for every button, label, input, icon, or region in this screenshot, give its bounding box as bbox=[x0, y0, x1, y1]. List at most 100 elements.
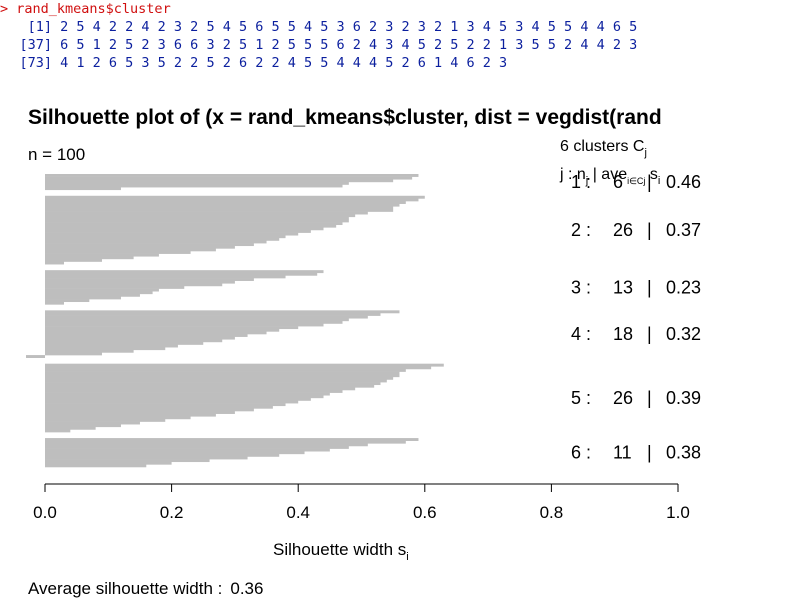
silhouette-bar bbox=[45, 296, 121, 300]
silhouette-bar bbox=[45, 379, 387, 383]
cluster-separator: | bbox=[647, 277, 652, 297]
silhouette-bar bbox=[45, 272, 318, 276]
silhouette-bar bbox=[45, 347, 166, 351]
console-command-line[interactable]: > rand_kmeans$cluster bbox=[0, 0, 171, 18]
silhouette-bar bbox=[45, 229, 311, 233]
silhouette-bar bbox=[45, 285, 185, 289]
silhouette-bar bbox=[45, 256, 134, 260]
silhouette-bar bbox=[26, 355, 45, 358]
legend-column-header: j : nj | avei∈Cj si bbox=[559, 166, 660, 187]
silhouette-bar bbox=[45, 451, 305, 455]
silhouette-bar bbox=[45, 278, 254, 281]
cluster-size: 6 bbox=[613, 172, 623, 192]
cluster-average: 0.39 bbox=[666, 388, 701, 408]
silhouette-bar bbox=[45, 315, 368, 319]
legend-header: 6 clusters Cj bbox=[560, 138, 647, 159]
silhouette-bar bbox=[45, 382, 381, 386]
cluster-label: 3 : bbox=[571, 277, 591, 297]
silhouette-bar bbox=[45, 426, 96, 430]
cluster-labels-group: 1 : 6 | 0.46 2 : 26 | 0.37 3 : 13 | 0.23 4 : 18 | 0.32 5… bbox=[571, 172, 701, 463]
silhouette-bar bbox=[45, 352, 102, 356]
cluster-label: 4 : bbox=[571, 324, 591, 344]
silhouette-bar bbox=[45, 291, 153, 295]
x-tick-label: 0.8 bbox=[540, 503, 564, 522]
average-silhouette-label: Average silhouette width : bbox=[28, 579, 222, 598]
cluster-separator: | bbox=[647, 172, 652, 192]
chart-title: Silhouette plot of (x = rand_kmeans$clus… bbox=[28, 106, 662, 129]
legend-col-header-sub2: i∈Cj bbox=[627, 176, 645, 186]
silhouette-bar bbox=[45, 261, 64, 265]
n-label: n = 100 bbox=[28, 145, 85, 164]
silhouette-bar bbox=[45, 408, 254, 412]
silhouette-bar bbox=[45, 418, 166, 422]
silhouette-bar bbox=[45, 258, 102, 262]
silhouette-bar bbox=[45, 344, 178, 348]
silhouette-bar bbox=[45, 349, 134, 353]
silhouette-bar bbox=[45, 387, 356, 391]
cluster-separator: | bbox=[647, 388, 652, 408]
silhouette-bar bbox=[45, 397, 311, 401]
silhouette-bar bbox=[45, 184, 343, 188]
silhouette-bar bbox=[45, 201, 406, 204]
legend-col-header-end: s bbox=[645, 166, 657, 183]
cluster-average: 0.32 bbox=[666, 324, 701, 344]
silhouette-bar bbox=[45, 323, 324, 327]
silhouette-bar bbox=[45, 312, 381, 316]
cluster-average: 0.46 bbox=[666, 172, 701, 192]
silhouette-bar bbox=[45, 224, 337, 228]
silhouette-bar bbox=[45, 251, 191, 254]
silhouette-bar bbox=[45, 459, 210, 463]
silhouette-bar bbox=[45, 326, 299, 330]
silhouette-bar bbox=[45, 339, 223, 343]
silhouette-bar bbox=[45, 240, 267, 244]
silhouette-bar bbox=[45, 334, 248, 337]
cluster-size: 11 bbox=[613, 443, 632, 463]
silhouette-bar bbox=[45, 248, 216, 252]
silhouette-bar bbox=[45, 424, 121, 428]
average-silhouette: Average silhouette width : 0.36 bbox=[28, 579, 263, 598]
silhouette-bar bbox=[45, 187, 121, 191]
silhouette-bar bbox=[45, 179, 394, 183]
bars-group bbox=[26, 174, 444, 468]
cluster-average: 0.38 bbox=[666, 443, 701, 463]
cluster-legend-row: 2 : 26 | 0.37 bbox=[571, 220, 701, 240]
silhouette-bar bbox=[45, 293, 140, 297]
silhouette-bar bbox=[45, 421, 140, 425]
silhouette-bar bbox=[45, 403, 286, 407]
silhouette-bar bbox=[45, 275, 286, 279]
console-output-line: [73] 4 1 2 6 5 3 5 2 2 5 2 6 2 2 4 5 5 4… bbox=[0, 54, 507, 72]
silhouette-bar bbox=[45, 232, 299, 236]
console-output-line: [1] 2 5 4 2 2 4 2 3 2 5 4 5 6 5 5 4 5 3 … bbox=[0, 18, 638, 36]
silhouette-bar bbox=[45, 389, 343, 393]
silhouette-bar bbox=[45, 464, 147, 468]
console-output-index: [1] bbox=[27, 19, 52, 35]
silhouette-bar bbox=[45, 206, 394, 210]
legend-col-header-sub: j bbox=[585, 175, 588, 187]
x-axis-label: Silhouette width si bbox=[273, 540, 409, 563]
cluster-size: 18 bbox=[613, 324, 633, 344]
silhouette-bar bbox=[45, 453, 280, 457]
silhouette-bar bbox=[45, 368, 406, 372]
silhouette-bar bbox=[45, 222, 343, 226]
x-tick-label: 0.4 bbox=[286, 503, 310, 522]
cluster-size: 26 bbox=[613, 220, 633, 240]
silhouette-bar bbox=[45, 174, 419, 177]
silhouette-bar bbox=[45, 318, 349, 322]
silhouette-bar bbox=[45, 416, 191, 420]
x-tick-label: 1.0 bbox=[666, 503, 690, 522]
silhouette-bar bbox=[45, 336, 235, 340]
silhouette-bar bbox=[45, 270, 324, 274]
silhouette-bar bbox=[45, 448, 330, 452]
silhouette-bar bbox=[45, 400, 299, 404]
silhouette-bar bbox=[45, 331, 267, 335]
silhouette-bar bbox=[45, 214, 356, 218]
cluster-legend-row: 4 : 18 | 0.32 bbox=[571, 324, 701, 344]
silhouette-bar bbox=[45, 198, 419, 202]
x-tick-label: 0.6 bbox=[413, 503, 437, 522]
console-prompt: > bbox=[0, 1, 17, 17]
console-command: rand_kmeans$cluster bbox=[16, 1, 171, 17]
silhouette-bar bbox=[45, 219, 349, 223]
cluster-size: 26 bbox=[613, 388, 633, 408]
x-axis-label-text: Silhouette width s bbox=[273, 540, 406, 559]
silhouette-bar bbox=[45, 371, 400, 375]
